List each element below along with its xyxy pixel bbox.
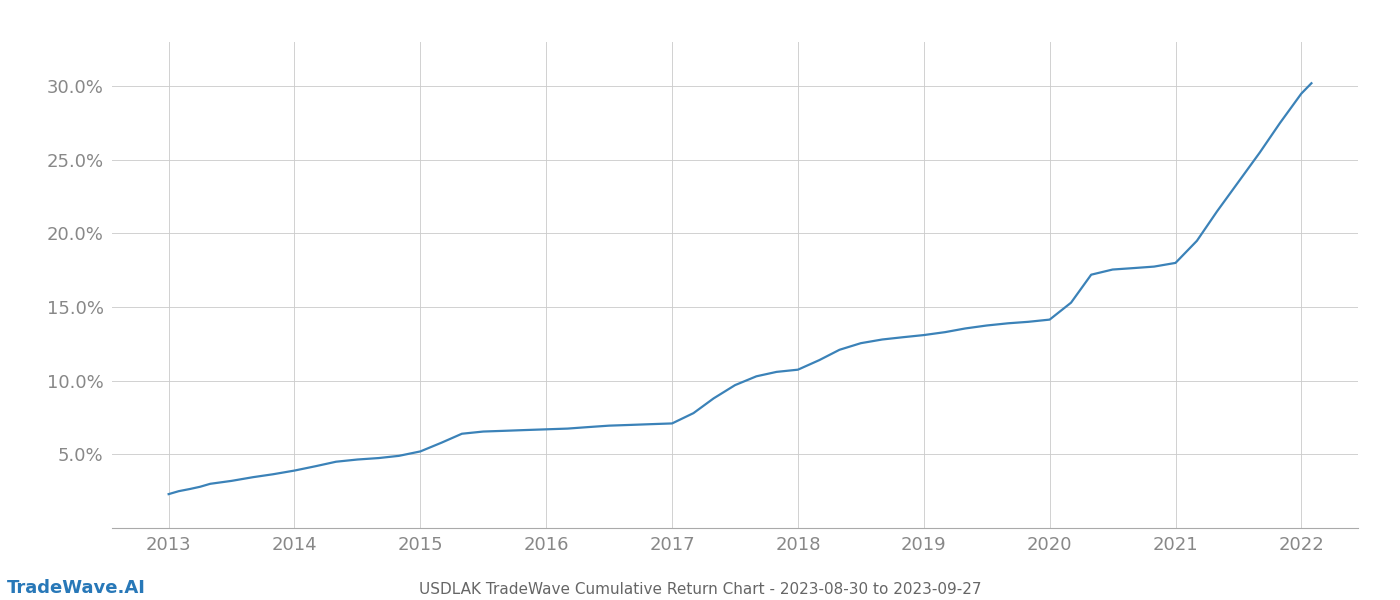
Text: TradeWave.AI: TradeWave.AI xyxy=(7,579,146,597)
Text: USDLAK TradeWave Cumulative Return Chart - 2023-08-30 to 2023-09-27: USDLAK TradeWave Cumulative Return Chart… xyxy=(419,582,981,597)
